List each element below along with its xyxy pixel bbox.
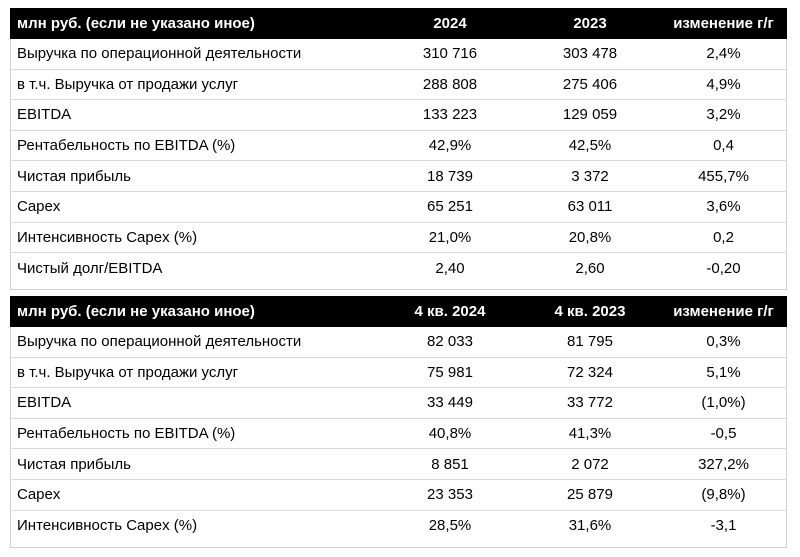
header-metric: млн руб. (если не указано иное) [17, 303, 255, 320]
value-current: 42,9% [428, 137, 472, 155]
row-label: в т.ч. Выручка от продажи услуг [17, 75, 239, 93]
value-change: 3,6% [706, 198, 741, 216]
row-label: Capex [17, 198, 61, 216]
table-row: Capex 23 353 25 879 (9,8%) [10, 480, 787, 511]
value-change: 0,4 [713, 137, 734, 155]
value-current: 2,40 [435, 259, 465, 277]
value-current: 18 739 [427, 167, 473, 185]
row-label: Чистый долг/EBITDA [17, 259, 163, 277]
value-current: 133 223 [422, 106, 478, 124]
value-change: 327,2% [698, 455, 749, 473]
row-label: Capex [17, 486, 61, 504]
table-row: EBITDA 133 223 129 059 3,2% [10, 100, 787, 131]
value-previous: 31,6% [568, 517, 612, 535]
header-period-previous: 4 кв. 2023 [554, 303, 626, 320]
value-previous: 33 772 [567, 394, 613, 412]
table-row: Рентабельность по EBITDA (%) 40,8% 41,3% -0… [10, 419, 787, 450]
value-current: 82 033 [427, 333, 473, 351]
value-current: 310 716 [422, 45, 478, 63]
header-period-current: 2024 [433, 15, 467, 32]
value-current: 28,5% [428, 517, 472, 535]
table-row: Чистая прибыль 18 739 3 372 455,7% [10, 161, 787, 192]
value-previous: 2 072 [571, 455, 609, 473]
value-change: -3,1 [710, 517, 737, 535]
row-label: Интенсивность Capex (%) [17, 228, 198, 246]
row-label: EBITDA [17, 394, 72, 412]
value-current: 21,0% [428, 228, 472, 246]
table-row: Интенсивность Capex (%) 21,0% 20,8% 0,2 [10, 223, 787, 254]
header-change: изменение г/г [673, 303, 774, 320]
value-previous: 275 406 [562, 75, 618, 93]
table-row: в т.ч. Выручка от продажи услуг 288 808 27… [10, 70, 787, 101]
value-change: -0,20 [706, 259, 741, 277]
table-header-row: млн руб. (если не указано иное) 2024 2023 и… [10, 8, 787, 39]
value-change: 2,4% [706, 45, 741, 63]
table-row: Чистая прибыль 8 851 2 072 327,2% [10, 449, 787, 480]
value-current: 65 251 [427, 198, 473, 216]
value-change: 0,2 [713, 228, 734, 246]
value-previous: 42,5% [568, 137, 612, 155]
header-metric: млн руб. (если не указано иное) [17, 15, 255, 32]
value-change: 3,2% [706, 106, 741, 124]
value-previous: 2,60 [575, 259, 605, 277]
quarterly-financials-table: млн руб. (если не указано иное) 4 кв. 202… [10, 296, 787, 541]
row-label: Выручка по операционной деятельности [17, 45, 302, 63]
table-row: в т.ч. Выручка от продажи услуг 75 981 72 … [10, 358, 787, 389]
value-current: 33 449 [427, 394, 473, 412]
row-label: Чистая прибыль [17, 167, 131, 185]
value-current: 8 851 [431, 455, 469, 473]
value-current: 288 808 [422, 75, 478, 93]
value-previous: 3 372 [571, 167, 609, 185]
value-change: 0,3% [706, 333, 741, 351]
table-row: Интенсивность Capex (%) 28,5% 31,6% -3,1 [10, 511, 787, 542]
value-previous: 41,3% [568, 425, 612, 443]
header-change: изменение г/г [673, 15, 774, 32]
value-current: 40,8% [428, 425, 472, 443]
row-label: в т.ч. Выручка от продажи услуг [17, 363, 239, 381]
annual-financials-table: млн руб. (если не указано иное) 2024 2023 и… [10, 8, 787, 284]
table-row: Выручка по операционной деятельности 310 … [10, 39, 787, 70]
row-label: Рентабельность по EBITDA (%) [17, 137, 236, 155]
value-change: 5,1% [706, 363, 741, 381]
value-change: 455,7% [698, 167, 749, 185]
table-row: Чистый долг/EBITDA 2,40 2,60 -0,20 [10, 253, 787, 284]
value-change: -0,5 [710, 425, 737, 443]
table-header-row: млн руб. (если не указано иное) 4 кв. 202… [10, 296, 787, 327]
row-label: Интенсивность Capex (%) [17, 517, 198, 535]
value-previous: 303 478 [562, 45, 618, 63]
row-label: EBITDA [17, 106, 72, 124]
value-change: (1,0%) [701, 394, 746, 412]
value-previous: 129 059 [562, 106, 618, 124]
row-label: Рентабельность по EBITDA (%) [17, 425, 236, 443]
value-change: (9,8%) [701, 486, 746, 504]
value-previous: 72 324 [567, 363, 613, 381]
value-current: 75 981 [427, 363, 473, 381]
value-previous: 81 795 [567, 333, 613, 351]
value-previous: 63 011 [567, 198, 613, 216]
row-label: Чистая прибыль [17, 455, 131, 473]
header-period-previous: 2023 [573, 15, 607, 32]
row-label: Выручка по операционной деятельности [17, 333, 302, 351]
value-change: 4,9% [706, 75, 741, 93]
value-previous: 20,8% [568, 228, 612, 246]
table-row: EBITDA 33 449 33 772 (1,0%) [10, 388, 787, 419]
table-row: Выручка по операционной деятельности 82 0… [10, 327, 787, 358]
header-period-current: 4 кв. 2024 [414, 303, 486, 320]
table-row: Capex 65 251 63 011 3,6% [10, 192, 787, 223]
value-current: 23 353 [427, 486, 473, 504]
table-row: Рентабельность по EBITDA (%) 42,9% 42,5% 0,… [10, 131, 787, 162]
value-previous: 25 879 [567, 486, 613, 504]
